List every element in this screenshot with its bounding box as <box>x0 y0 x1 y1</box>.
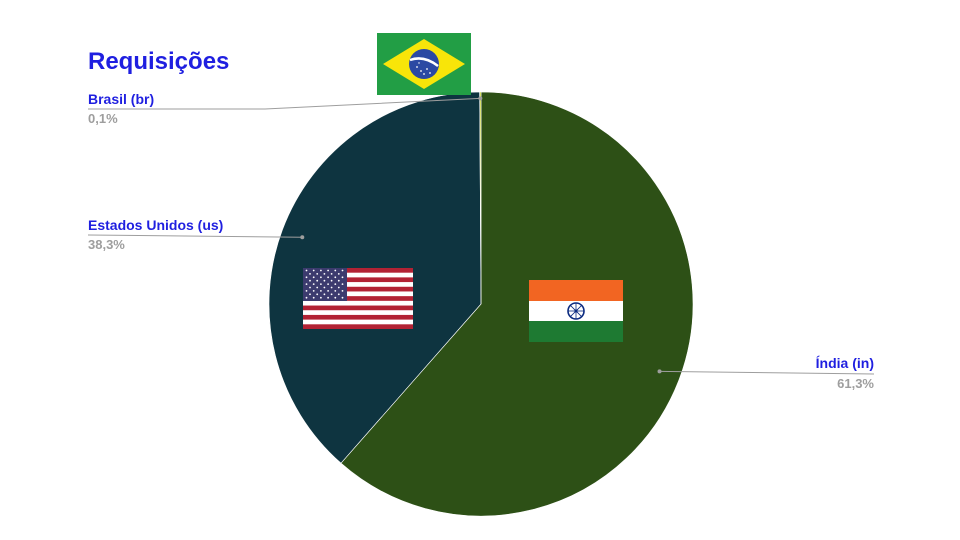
label-brasil-value: 0,1% <box>88 111 118 126</box>
leader-india <box>659 370 875 375</box>
leader-brasil <box>88 97 481 110</box>
label-estados-unidos: Estados Unidos (us) 38,3% <box>88 217 223 252</box>
brazil-flag <box>377 33 471 95</box>
label-estados-unidos-value: 38,3% <box>88 237 125 252</box>
label-india-name: Índia (in) <box>816 355 874 371</box>
label-brasil-name: Brasil (br) <box>88 91 154 107</box>
leader-lines <box>87 96 875 375</box>
slice-india <box>340 91 694 517</box>
leader-estados-unidos-dot <box>300 235 305 240</box>
chart-title: Requisições <box>88 48 229 75</box>
usa-flag <box>303 268 413 329</box>
label-india-value: 61,3% <box>837 376 874 391</box>
leader-estados-unidos <box>87 234 303 238</box>
label-india: Índia (in) 61,3% <box>816 355 875 391</box>
label-estados-unidos-name: Estados Unidos (us) <box>88 217 223 233</box>
label-brasil: Brasil (br) 0,1% <box>88 91 154 126</box>
slice-brasil <box>479 91 482 305</box>
india-flag <box>529 280 623 342</box>
leader-brasil-dot <box>478 96 483 101</box>
leader-india-dot <box>657 369 662 374</box>
